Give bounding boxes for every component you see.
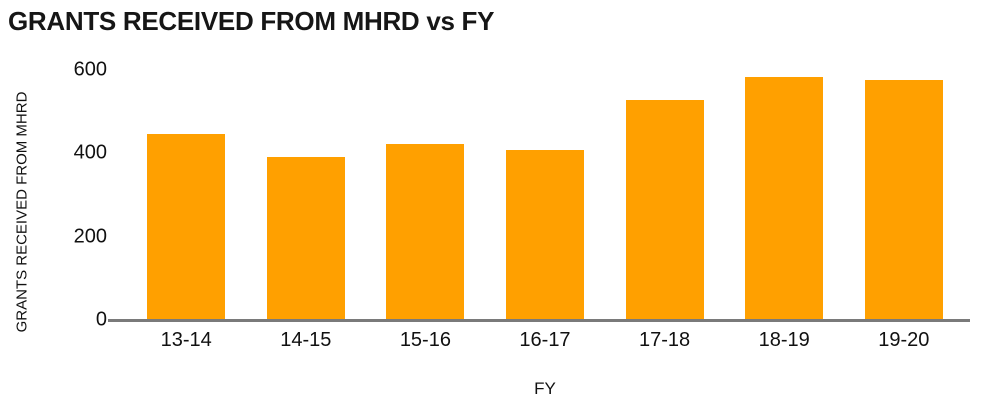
chart-title: GRANTS RECEIVED FROM MHRD vs FY xyxy=(8,6,495,36)
y-tick-label-0: 0 xyxy=(95,308,107,331)
x-tick-label-15-16: 15-16 xyxy=(399,329,451,351)
bar-18-19 xyxy=(745,77,824,319)
x-axis-line xyxy=(108,319,970,322)
x-tick-label-13-14: 13-14 xyxy=(160,329,212,351)
x-tick-label-19-20: 19-20 xyxy=(878,329,930,351)
bar-15-16 xyxy=(386,144,465,319)
bar-16-17 xyxy=(506,150,584,319)
x-tick-label-14-15: 14-15 xyxy=(280,329,332,351)
x-axis-label: FY xyxy=(534,379,556,398)
y-axis-label: GRANTS RECEIVED FROM MHRD xyxy=(13,91,31,333)
y-tick-label-400: 400 xyxy=(73,141,107,164)
x-tick-label-18-19: 18-19 xyxy=(758,329,810,351)
bar-17-18 xyxy=(625,100,704,319)
x-tick-label-17-18: 17-18 xyxy=(639,329,691,351)
y-tick-label-200: 200 xyxy=(73,225,107,248)
bar-13-14 xyxy=(147,133,226,319)
x-tick-label-16-17: 16-17 xyxy=(519,329,571,351)
bar-19-20 xyxy=(864,80,943,319)
y-tick-label-600: 600 xyxy=(73,58,107,81)
bar-14-15 xyxy=(266,156,345,319)
